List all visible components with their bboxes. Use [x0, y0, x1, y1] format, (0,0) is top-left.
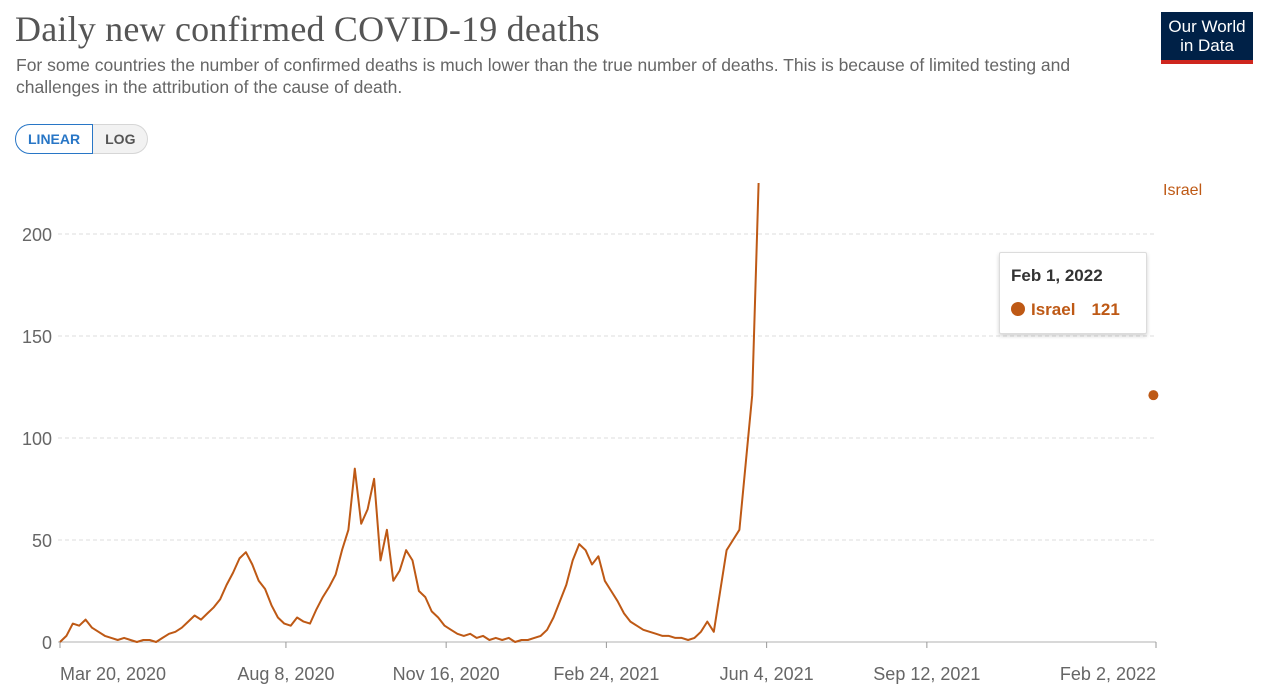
y-tick-label: 200	[22, 225, 52, 245]
x-tick-label: Jun 4, 2021	[720, 664, 814, 684]
tooltip-series-name: Israel	[1031, 300, 1076, 319]
hover-tooltip: Feb 1, 2022 Israel 121	[999, 252, 1147, 334]
series-line-israel	[59, 182, 760, 643]
series-dot-icon	[1011, 302, 1025, 316]
chart-subtitle: For some countries the number of confirm…	[16, 55, 1071, 97]
chart-title: Daily new confirmed COVID-19 deaths	[15, 9, 600, 49]
y-tick-label: 150	[22, 327, 52, 347]
scale-toggle: LINEAR LOG	[15, 124, 149, 154]
owid-logo[interactable]: Our World in Data	[1161, 12, 1253, 64]
x-tick-label: Nov 16, 2020	[393, 664, 500, 684]
x-tick-label: Mar 20, 2020	[60, 664, 166, 684]
highlight-point	[1148, 390, 1159, 401]
y-tick-label: 50	[32, 531, 52, 551]
y-tick-label: 0	[42, 633, 52, 653]
x-tick-label: Aug 8, 2020	[237, 664, 334, 684]
x-tick-label: Feb 2, 2022	[1060, 664, 1156, 684]
x-tick-label: Sep 12, 2021	[873, 664, 980, 684]
tooltip-row: Israel 121	[1011, 300, 1120, 320]
tooltip-value: 121	[1091, 300, 1120, 319]
series-label-israel: Israel	[1163, 182, 1202, 199]
logo-line-1: Our World	[1168, 17, 1246, 36]
linear-scale-button[interactable]: LINEAR	[15, 124, 94, 154]
logo-line-2: in Data	[1180, 36, 1234, 55]
x-tick-label: Feb 24, 2021	[553, 664, 659, 684]
y-tick-label: 100	[22, 429, 52, 449]
log-scale-button[interactable]: LOG	[93, 124, 149, 154]
tooltip-date: Feb 1, 2022	[1011, 266, 1103, 285]
